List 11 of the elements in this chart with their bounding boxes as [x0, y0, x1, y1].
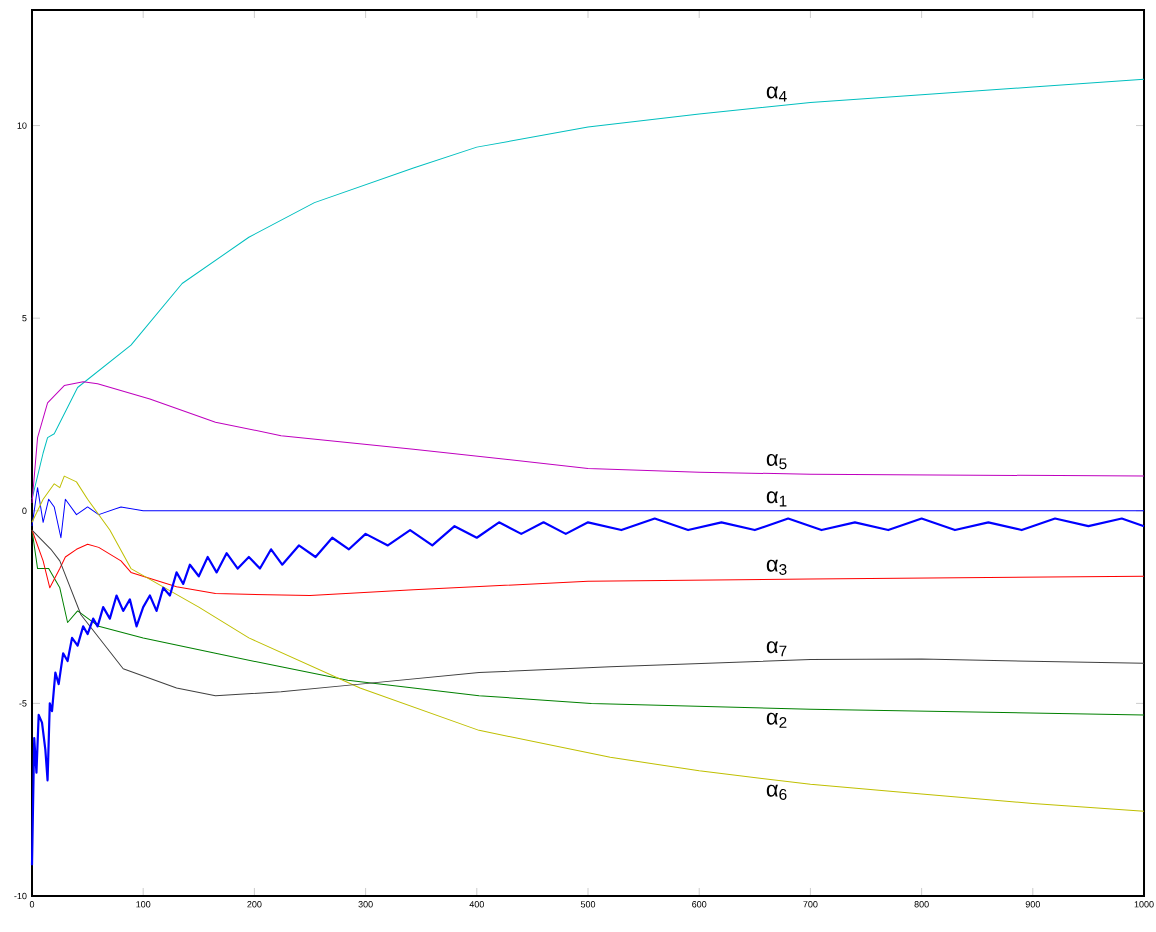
line-series — [31, 475, 1145, 812]
series-label: α$_{3}$ — [766, 559, 787, 575]
line-series — [30, 517, 1146, 867]
line-series — [31, 529, 1145, 597]
series-label: α$_{7}$ — [766, 641, 787, 657]
series-label: α$_{2}$ — [766, 712, 787, 728]
series-label: α$_{6}$ — [766, 784, 787, 800]
series-label: α$_{4}$ — [766, 86, 787, 102]
series-label: α$_{5}$ — [766, 453, 787, 470]
series-label: α$_{1}$ — [766, 491, 787, 507]
line-series — [31, 381, 1145, 504]
